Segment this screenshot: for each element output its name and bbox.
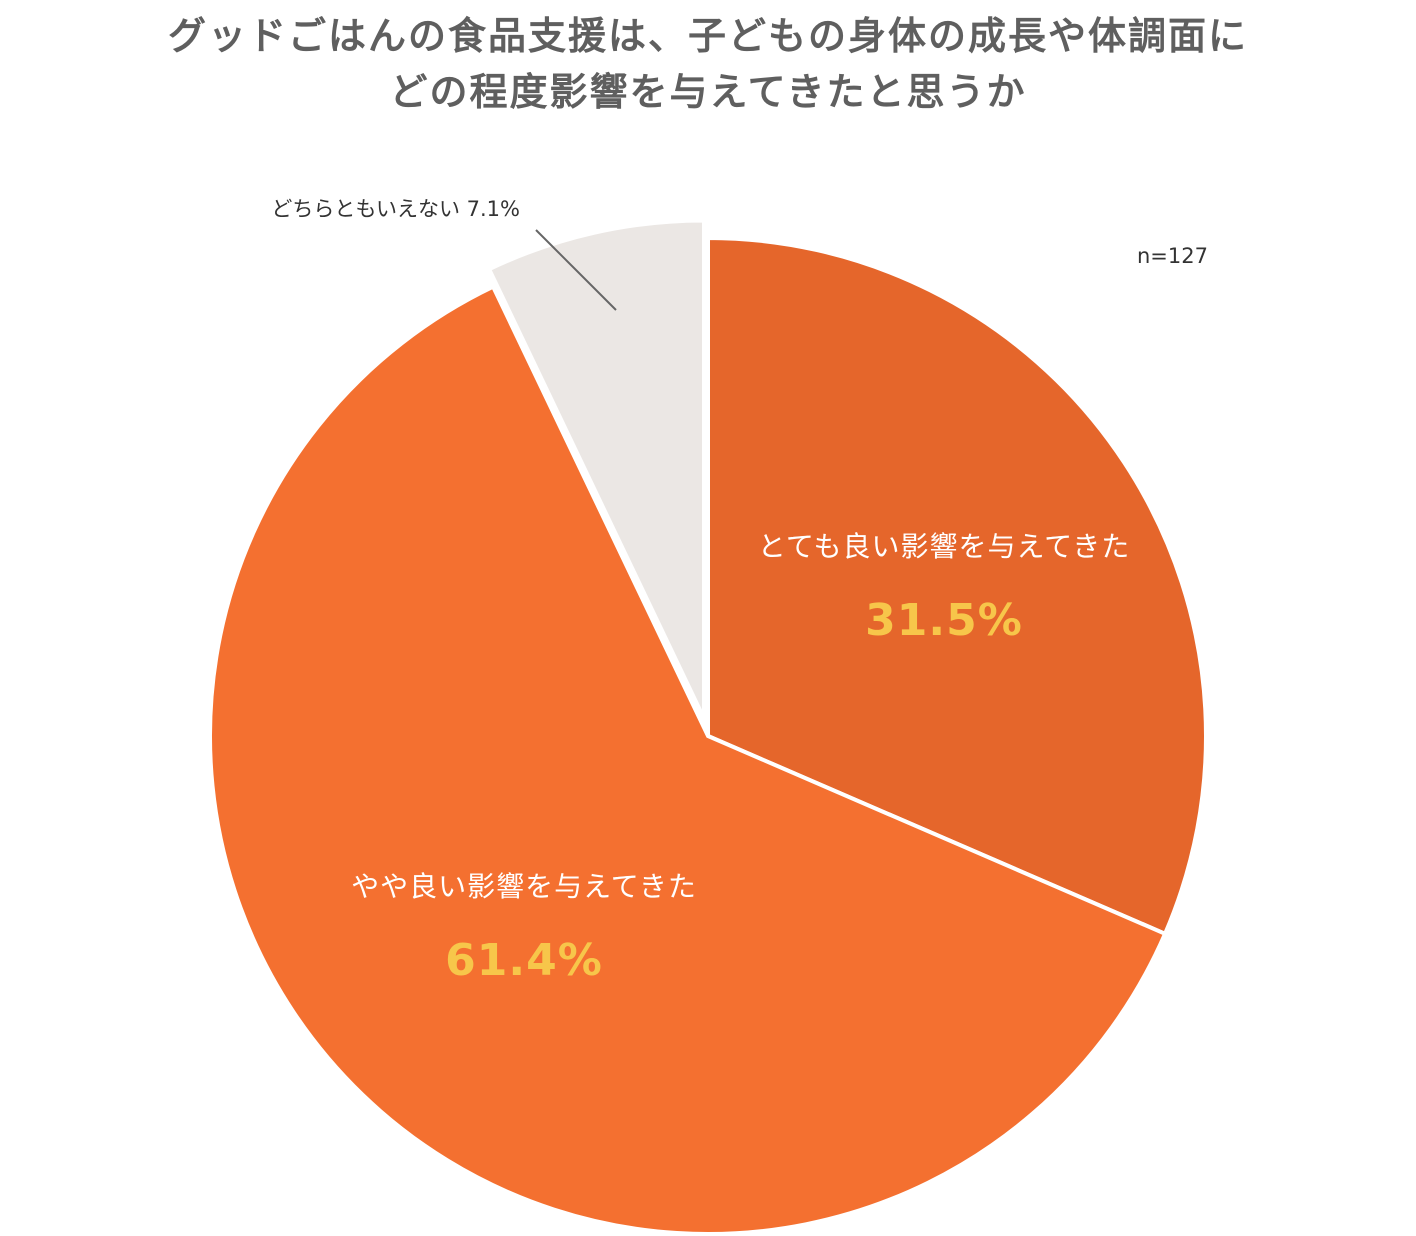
pie-slice-somewhat-good bbox=[208, 284, 1168, 1236]
slice-value-somewhat-good: 61.4% bbox=[445, 935, 603, 986]
pie-slice-very-good bbox=[706, 235, 1208, 937]
chart-title-line-1: グッドごはんの食品支援は、子どもの身体の成長や体調面に bbox=[167, 14, 1248, 58]
slice-value-very-good: 31.5% bbox=[865, 595, 1023, 646]
chart-title: グッドごはんの食品支援は、子どもの身体の成長や体調面に どの程度影響を与えてきた… bbox=[0, 8, 1416, 120]
slice-label-very-good: とても良い影響を与えてきた bbox=[758, 530, 1131, 563]
slice-label-neutral: どちらともいえない 7.1% bbox=[271, 197, 520, 221]
leader-line-neutral bbox=[535, 229, 617, 311]
pie-slice-neutral bbox=[486, 218, 707, 720]
slice-label-somewhat-good: やや良い影響を与えてきた bbox=[351, 870, 697, 903]
sample-size-note: n=127 bbox=[1137, 244, 1208, 268]
chart-title-line-2: どの程度影響を与えてきたと思うか bbox=[389, 70, 1027, 114]
